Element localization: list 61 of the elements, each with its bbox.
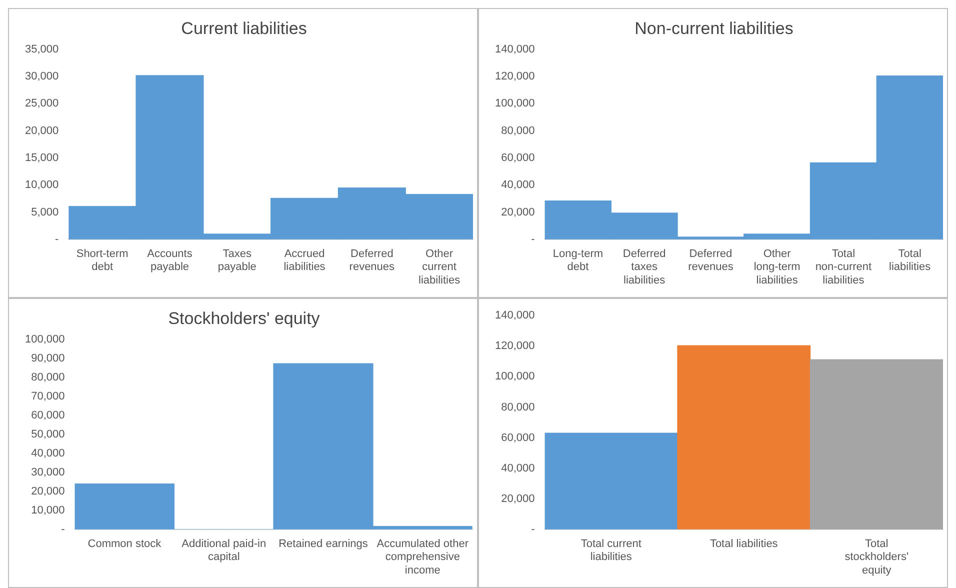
- x-tick-label: Deferred taxes liabilities: [622, 248, 666, 286]
- y-tick-label: 90,000: [31, 352, 65, 364]
- y-tick-label: 40,000: [501, 179, 535, 192]
- bar: [544, 432, 678, 530]
- y-tick-label: 100,000: [24, 333, 65, 346]
- x-tick-label: Total current liabilities: [580, 538, 642, 564]
- x-tick-label: Additional paid-in capital: [182, 538, 266, 564]
- y-tick-label: 120,000: [494, 70, 535, 83]
- y-tick-label: 40,000: [501, 462, 535, 474]
- y-tick-label: 20,000: [31, 485, 65, 498]
- x-tick-label: Common stock: [88, 538, 162, 550]
- x-tick-label: Other long-term liabilities: [754, 248, 800, 286]
- y-tick-label: 35,000: [24, 43, 59, 56]
- y-tick-label: -: [531, 233, 536, 246]
- x-tick-label: Total stockholders' equity: [844, 538, 909, 576]
- x-tick-label: Retained earnings: [278, 538, 368, 550]
- x-tick-label: Total liabilities: [889, 248, 932, 274]
- y-tick-label: 40,000: [31, 447, 65, 460]
- bar: [74, 483, 174, 530]
- x-tick-label: Accumulated other comprehensive income: [376, 538, 469, 576]
- y-tick-label: 30,000: [24, 70, 59, 83]
- y-tick-label: 80,000: [31, 371, 65, 384]
- y-tick-label: 80,000: [501, 401, 535, 414]
- x-tick-label: Other current liabilities: [418, 248, 461, 286]
- x-tick-label: Taxes payable: [218, 248, 256, 274]
- y-tick-label: 100,000: [494, 370, 535, 383]
- chart-title: Non-current liabilities: [634, 18, 794, 38]
- y-tick-label: -: [61, 523, 66, 536]
- x-tick-label: Long-term debt: [552, 248, 604, 274]
- x-tick-label: Deferred revenues: [349, 248, 396, 274]
- bar: [677, 345, 811, 530]
- y-tick-label: 10,000: [31, 504, 65, 516]
- y-tick-label: 25,000: [24, 98, 59, 110]
- y-tick-label: 50,000: [31, 428, 65, 440]
- y-tick-label: 10,000: [24, 179, 59, 192]
- y-tick-label: 30,000: [31, 466, 65, 478]
- y-tick-label: 60,000: [501, 432, 535, 444]
- y-tick-label: -: [531, 523, 536, 536]
- y-tick-label: 5,000: [31, 206, 59, 218]
- y-tick-label: 140,000: [494, 310, 535, 322]
- y-tick-label: 60,000: [31, 409, 65, 422]
- chart-title: Stockholders' equity: [168, 308, 320, 328]
- y-tick-label: 15,000: [24, 152, 59, 164]
- x-tick-label: Short-term debt: [76, 248, 128, 274]
- y-tick-label: -: [54, 233, 59, 246]
- y-tick-label: 20,000: [24, 124, 59, 137]
- x-tick-label: Total liabilities: [710, 538, 778, 550]
- x-tick-label: Accounts payable: [147, 248, 193, 274]
- y-tick-label: 80,000: [501, 124, 535, 137]
- x-tick-label: Accrued liabilities: [284, 248, 326, 274]
- y-tick-label: 140,000: [494, 43, 535, 56]
- y-tick-label: 60,000: [501, 152, 535, 164]
- y-tick-label: 20,000: [501, 492, 535, 505]
- x-tick-label: Deferred revenues: [688, 248, 734, 274]
- y-tick-label: 100,000: [494, 98, 535, 110]
- y-tick-label: 70,000: [31, 390, 65, 402]
- x-tick-label: Total non-current liabilities: [815, 248, 872, 286]
- y-tick-label: 20,000: [501, 206, 535, 218]
- bar: [810, 359, 943, 530]
- chart-title: Current liabilities: [181, 18, 307, 38]
- y-tick-label: 120,000: [494, 340, 535, 352]
